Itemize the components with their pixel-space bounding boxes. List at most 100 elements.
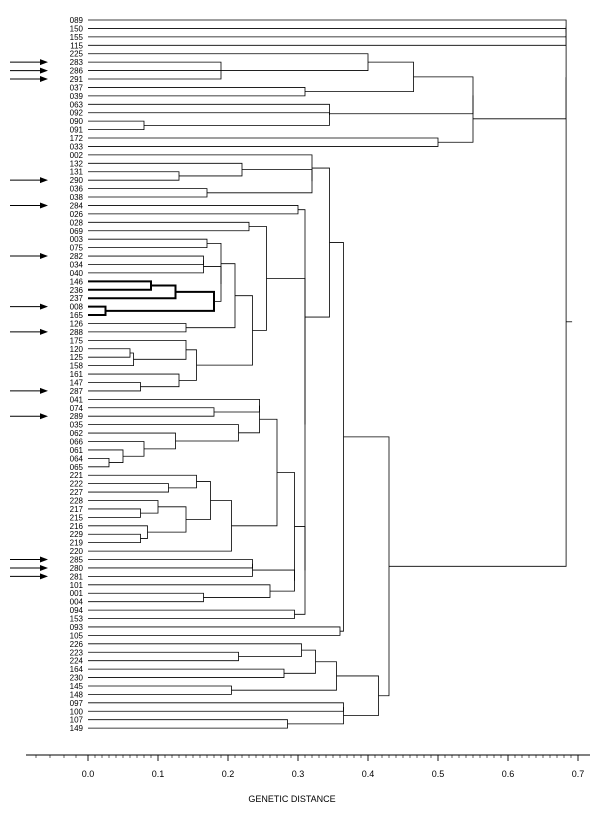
leaf-label: 223 (70, 648, 84, 657)
leaf-label: 091 (70, 126, 84, 135)
arrow-head (40, 387, 48, 394)
arrow-head (40, 573, 48, 580)
leaf-label: 097 (70, 699, 84, 708)
tree-branch (88, 382, 141, 392)
leaf-label: 290 (70, 176, 84, 185)
tree-branch (88, 643, 302, 657)
leaf-label: 040 (70, 269, 84, 278)
tree-branch (88, 584, 271, 598)
tree-branch (88, 162, 243, 177)
leaf-label: 115 (70, 41, 83, 50)
axis-tick-label: 0.3 (292, 769, 305, 779)
leaf-label: 165 (70, 311, 84, 320)
leaf-label: 149 (70, 724, 84, 733)
tree-branch (88, 284, 177, 300)
tree-branch (203, 266, 222, 302)
leaf-label: 126 (70, 319, 84, 328)
leaf-label: 125 (70, 353, 84, 362)
tree-branch (277, 472, 295, 581)
leaf-label: 217 (70, 505, 84, 514)
leaf-label: 230 (70, 674, 84, 683)
tree-branch (88, 221, 250, 232)
tree-branch (88, 87, 306, 97)
tree-branch (389, 77, 567, 567)
tree-branch (298, 209, 306, 425)
arrow-head (40, 76, 48, 83)
leaf-label: 100 (70, 707, 84, 716)
arrow-head (40, 67, 48, 74)
arrow-head (40, 177, 48, 184)
tree-branch (88, 348, 131, 358)
tree-branch (284, 649, 316, 674)
tree-branch (88, 238, 208, 249)
leaf-label: 150 (70, 24, 84, 33)
tree-branch (88, 668, 285, 678)
tree-branch (186, 481, 211, 520)
tree-branch (88, 559, 253, 569)
tree-branch (88, 457, 110, 468)
leaf-label: 001 (70, 589, 84, 598)
tree-branch (88, 563, 253, 577)
tree-branch (88, 685, 232, 695)
tree-branch (88, 154, 313, 182)
leaf-label: 035 (70, 421, 84, 430)
tree-branch (105, 290, 215, 312)
tree-branch (147, 506, 187, 533)
tree-branch (336, 675, 379, 716)
leaf-label: 131 (70, 168, 84, 177)
axis-tick-label: 0.6 (502, 769, 515, 779)
tree-branch (88, 112, 330, 115)
tree-branch (207, 242, 222, 284)
leaf-label: 221 (70, 471, 84, 480)
leaf-label: 003 (70, 235, 84, 244)
leaf-label: 093 (70, 623, 84, 632)
tree-branch (88, 373, 180, 388)
leaf-label: 291 (70, 75, 84, 84)
leaf-label: 215 (70, 513, 84, 522)
tree-branch (249, 226, 267, 331)
arrow-head (40, 564, 48, 571)
leaf-label: 222 (70, 480, 84, 489)
tree-branch (305, 61, 414, 93)
axis-tick-label: 0.7 (572, 769, 585, 779)
tree-branch (88, 508, 141, 518)
leaf-label: 283 (70, 58, 84, 67)
tree-branch (88, 171, 180, 181)
leaf-label: 038 (70, 193, 84, 202)
leaf-label: 237 (70, 294, 84, 303)
axis-tick-label: 0.0 (82, 769, 95, 779)
leaf-label: 064 (70, 454, 84, 463)
leaf-label: 037 (70, 83, 84, 92)
tree-branch (329, 242, 344, 632)
tree-branch (88, 474, 197, 489)
arrow-head (40, 556, 48, 563)
tree-branch (207, 169, 313, 194)
leaf-label: 132 (70, 159, 84, 168)
tree-branch (88, 432, 176, 450)
leaf-label: 153 (70, 615, 84, 624)
tree-branch (88, 719, 288, 729)
leaf-label: 175 (70, 336, 84, 345)
tree-branch (88, 449, 124, 463)
arrow-head (40, 253, 48, 260)
leaf-label: 033 (70, 142, 84, 151)
leaf-label: 147 (70, 378, 84, 387)
leaf-label: 289 (70, 412, 84, 421)
leaf-label: 158 (70, 362, 84, 371)
tree-branch (88, 651, 239, 662)
leaf-label: 008 (70, 303, 84, 312)
leaf-label: 220 (70, 547, 84, 556)
leaf-label: 282 (70, 252, 84, 261)
leaf-label: 089 (70, 16, 84, 25)
tree-branch (88, 533, 141, 544)
axis-tick-label: 0.2 (222, 769, 235, 779)
leaf-label: 146 (70, 277, 84, 286)
leaf-label: 069 (70, 227, 84, 236)
leaf-label: 075 (70, 244, 84, 253)
leaf-label: 219 (70, 539, 84, 548)
leaf-label: 107 (70, 716, 84, 725)
leaf-labels: 0891501551152252832862910370390630920900… (70, 16, 84, 733)
tree-branch (88, 339, 187, 360)
tree-branch (88, 137, 439, 147)
